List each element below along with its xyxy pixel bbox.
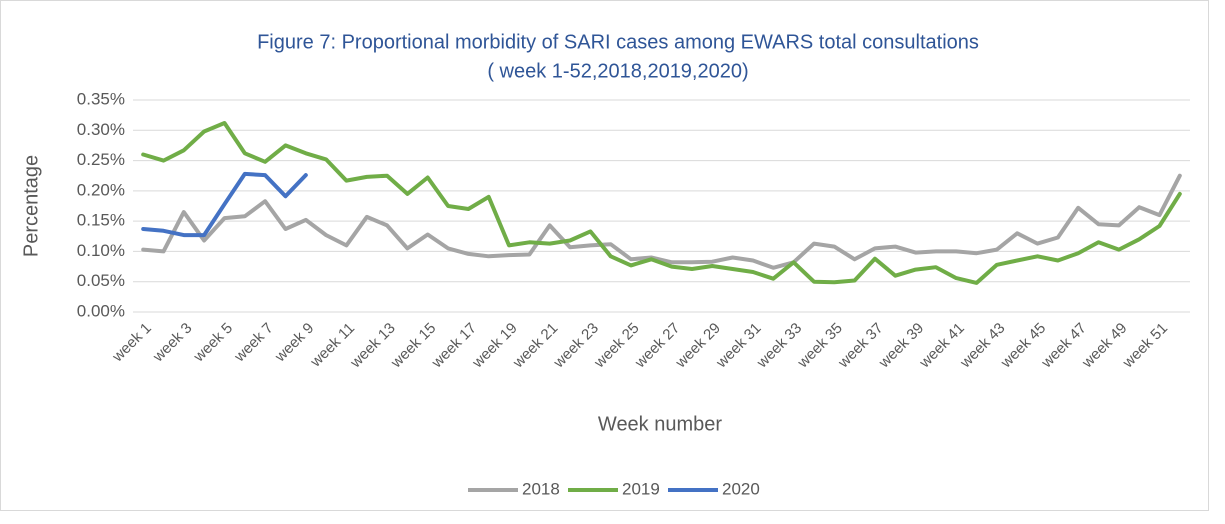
legend-label: 2020 xyxy=(722,479,760,498)
legend-label: 2019 xyxy=(622,479,660,498)
chart-border xyxy=(0,0,1209,511)
y-tick-label: 0.15% xyxy=(77,211,125,230)
series-line xyxy=(141,171,308,238)
chart-title: ( week 1-52,2018,2019,2020) xyxy=(487,60,748,82)
y-tick-label: 0.00% xyxy=(77,301,125,320)
y-tick-label: 0.25% xyxy=(77,150,125,169)
chart-title: Figure 7: Proportional morbidity of SARI… xyxy=(257,31,979,53)
y-tick-label: 0.05% xyxy=(77,271,125,290)
y-axis-label: Percentage xyxy=(20,155,42,257)
y-tick-label: 0.10% xyxy=(77,241,125,260)
y-tick-label: 0.20% xyxy=(77,180,125,199)
series-line xyxy=(141,173,1182,270)
y-tick-label: 0.35% xyxy=(77,89,125,108)
legend-label: 2018 xyxy=(522,479,560,498)
series-line xyxy=(141,121,1182,285)
y-tick-label: 0.30% xyxy=(77,120,125,139)
x-axis-label: Week number xyxy=(598,413,722,435)
